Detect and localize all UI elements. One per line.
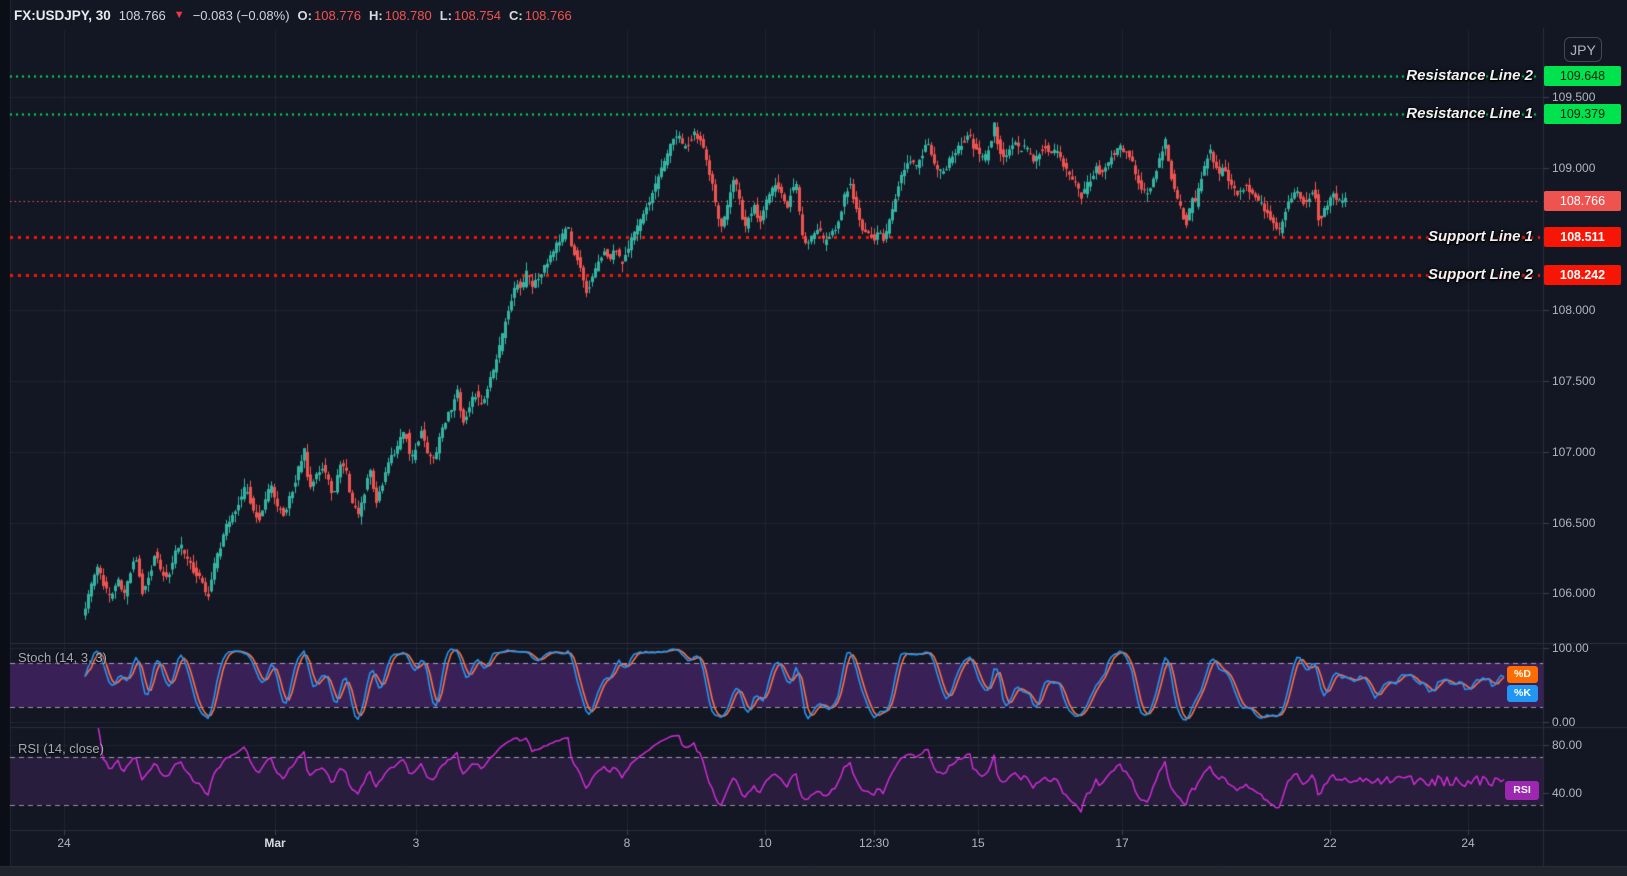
resistance-line-label: Resistance Line 2 — [1406, 67, 1533, 84]
price-axis-tick: 107.000 — [1552, 444, 1596, 459]
resistance-price-label: 109.379 — [1544, 104, 1621, 125]
time-axis-tick: 12:30 — [858, 836, 890, 850]
last-price: 108.766 — [118, 7, 166, 23]
stoch-axis-tick: 100.00 — [1552, 641, 1589, 655]
price-axis-tick: 107.500 — [1552, 373, 1596, 388]
symbol-header: FX:USDJPY, 30 108.766 ▼ −0.083 (−0.08%) … — [14, 3, 572, 27]
price-axis-tick: 109.000 — [1552, 160, 1596, 175]
time-axis-tick: 24 — [1461, 836, 1475, 850]
price-axis-tick: 108.000 — [1552, 302, 1596, 317]
stoch-indicator-label[interactable]: Stoch (14, 3, 3) — [18, 650, 107, 665]
support-line-label: Support Line 1 — [1428, 228, 1533, 246]
time-axis-tick: 24 — [57, 836, 71, 850]
price-axis-tick: 106.500 — [1552, 515, 1596, 530]
change-down-icon: ▼ — [173, 9, 185, 21]
price-change: −0.083 (−0.08%) — [192, 7, 290, 23]
resistance-line-label: Resistance Line 1 — [1406, 105, 1533, 123]
rsi-axis-tick: 40.00 — [1552, 786, 1583, 800]
time-axis-tick: Mar — [264, 836, 286, 850]
ohlc-high: H: 108.780 — [369, 7, 432, 23]
time-axis-tick: 10 — [758, 836, 772, 850]
stoch-d-badge: %D — [1507, 666, 1538, 683]
stoch-axis-tick: 0.00 — [1552, 715, 1576, 729]
resistance-price-label: 109.648 — [1544, 66, 1621, 86]
price-axis-tick: 106.000 — [1552, 586, 1596, 601]
last-price-label: 108.766 — [1544, 191, 1621, 212]
stoch-k-badge: %K — [1507, 685, 1538, 702]
symbol-name[interactable]: FX:USDJPY, 30 — [14, 7, 111, 23]
ohlc-close: C: 108.766 — [509, 7, 572, 23]
price-axis-tick: 109.500 — [1552, 89, 1596, 104]
time-axis-tick: 17 — [1115, 836, 1129, 850]
currency-toggle-button[interactable]: JPY — [1564, 37, 1602, 62]
rsi-axis-tick: 80.00 — [1552, 738, 1583, 752]
support-line-label: Support Line 2 — [1428, 266, 1533, 284]
time-axis-tick: 22 — [1323, 836, 1337, 850]
time-axis-tick: 3 — [412, 836, 420, 850]
time-axis-tick: 15 — [971, 836, 985, 850]
ohlc-open: O: 108.776 — [297, 7, 361, 23]
time-axis-tick: 8 — [623, 836, 631, 850]
support-price-label: 108.242 — [1544, 265, 1621, 286]
rsi-indicator-label[interactable]: RSI (14, close) — [18, 741, 104, 756]
rsi-badge: RSI — [1505, 781, 1539, 800]
ohlc-low: L: 108.754 — [439, 7, 501, 23]
support-price-label: 108.511 — [1544, 227, 1621, 248]
